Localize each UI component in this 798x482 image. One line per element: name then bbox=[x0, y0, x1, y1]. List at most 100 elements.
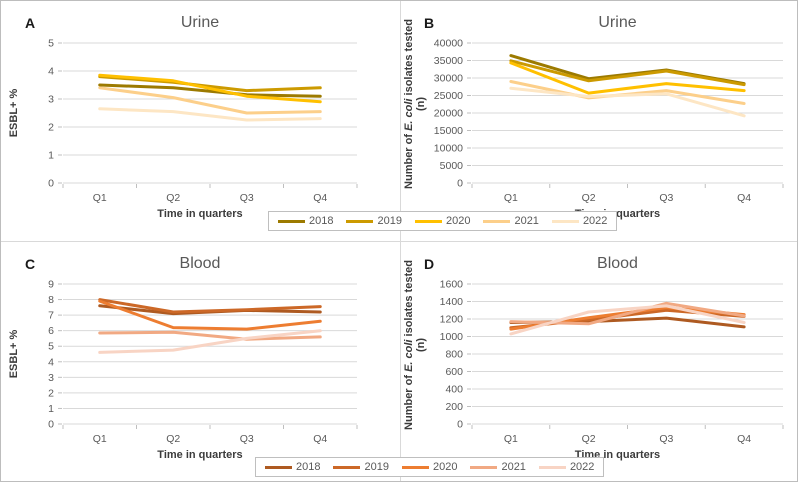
y-tick-label: 3 bbox=[48, 372, 54, 384]
y-tick-label: 15000 bbox=[434, 125, 463, 137]
y-tick-label: 2 bbox=[48, 387, 54, 399]
y-tick-label: 200 bbox=[445, 401, 463, 413]
x-category-label: Q1 bbox=[93, 192, 107, 204]
legend-label: 2022 bbox=[569, 460, 595, 473]
panel-title: Blood bbox=[597, 255, 638, 272]
y-tick-label: 4 bbox=[48, 66, 54, 78]
x-category-label: Q2 bbox=[166, 433, 180, 445]
legend-item-2022: 2022 bbox=[551, 214, 608, 227]
legend-item-2019: 2019 bbox=[346, 214, 402, 227]
y-tick-label: 3 bbox=[48, 94, 54, 106]
legend-item-2018: 2018 bbox=[265, 460, 321, 473]
legend-line-swatch bbox=[414, 219, 442, 223]
legend-label: 2019 bbox=[377, 214, 402, 227]
y-tick-label: 1400 bbox=[440, 296, 464, 308]
x-category-label: Q4 bbox=[737, 433, 751, 445]
y-tick-label: 8 bbox=[48, 294, 54, 306]
series-line-2022 bbox=[98, 107, 322, 122]
series-line-2021 bbox=[98, 330, 322, 341]
y-tick-label: 400 bbox=[445, 384, 463, 396]
x-category-label: Q2 bbox=[166, 192, 180, 204]
y-tick-label: 10000 bbox=[434, 143, 463, 155]
legend-label: 2020 bbox=[445, 214, 471, 227]
x-category-label: Q4 bbox=[313, 433, 327, 445]
x-category-label: Q4 bbox=[737, 192, 751, 204]
legend-item-2021: 2021 bbox=[483, 214, 539, 227]
series-line-2022 bbox=[509, 304, 746, 336]
y-tick-label: 1200 bbox=[440, 314, 464, 326]
legend-item-2020: 2020 bbox=[401, 460, 458, 473]
x-category-label: Q1 bbox=[93, 433, 107, 445]
panel-title: Blood bbox=[180, 255, 221, 272]
legend-item-2022: 2022 bbox=[538, 460, 595, 473]
x-category-label: Q3 bbox=[659, 192, 673, 204]
x-category-label: Q3 bbox=[240, 192, 254, 204]
series-line-2020 bbox=[98, 299, 322, 331]
y-tick-label: 4 bbox=[48, 356, 54, 368]
y-tick-label: 40000 bbox=[434, 38, 463, 50]
series-line-2022 bbox=[509, 86, 746, 118]
y-tick-label: 35000 bbox=[434, 55, 463, 67]
y-tick-label: 800 bbox=[445, 349, 463, 361]
y-tick-label: 1600 bbox=[440, 279, 464, 291]
panel-letter: C bbox=[25, 256, 35, 272]
y-tick-label: 25000 bbox=[434, 90, 463, 102]
x-axis-title: Time in quarters bbox=[157, 208, 242, 220]
x-category-label: Q1 bbox=[504, 192, 518, 204]
x-category-label: Q1 bbox=[504, 433, 518, 445]
series-line-2020 bbox=[98, 73, 322, 104]
legend-line-swatch bbox=[278, 219, 305, 223]
y-tick-label: 0 bbox=[48, 419, 54, 431]
panel-c-blood-esbl-percent-chart: 0 1 2 3 4 5 6 7 8 9 Q1 Q2 Q3 Q4 C Blood Time in quarters… bbox=[8, 255, 358, 461]
legend-blood-years: 2018 2019 2020 2021 2022 bbox=[255, 457, 605, 477]
x-category-label: Q4 bbox=[313, 192, 327, 204]
y-axis-title: (n) bbox=[415, 97, 427, 111]
legend-label: 2022 bbox=[582, 214, 608, 227]
legend-line-swatch bbox=[346, 219, 374, 223]
y-tick-label: 2 bbox=[48, 122, 54, 134]
y-axis-title: Number of E. coli isolates tested bbox=[403, 260, 415, 430]
series-line-2020 bbox=[509, 61, 746, 95]
y-tick-label: 7 bbox=[48, 310, 54, 322]
legend-label: 2021 bbox=[514, 214, 539, 227]
y-tick-label: 6 bbox=[48, 325, 54, 337]
legend-label: 2020 bbox=[432, 460, 458, 473]
legend-item-2019: 2019 bbox=[333, 460, 389, 473]
legend-line-swatch bbox=[538, 465, 566, 469]
series-line-2022 bbox=[98, 329, 322, 354]
legend-line-swatch bbox=[470, 465, 498, 469]
y-tick-label: 0 bbox=[457, 178, 463, 190]
y-axis-title: Number of E. coli isolates tested bbox=[403, 19, 415, 189]
panel-divider-horizontal bbox=[1, 241, 797, 242]
y-tick-label: 30000 bbox=[434, 73, 463, 85]
legend-label: 2018 bbox=[296, 460, 321, 473]
legend-line-swatch bbox=[401, 465, 429, 469]
y-tick-label: 9 bbox=[48, 279, 54, 291]
legend-urine-years: 2018 2019 2020 2021 2022 bbox=[268, 211, 618, 231]
panel-letter: D bbox=[424, 256, 434, 272]
legend-line-swatch bbox=[333, 465, 361, 469]
y-axis-title: ESBL+ % bbox=[8, 88, 20, 137]
series-line-2018 bbox=[98, 83, 322, 98]
y-tick-label: 5 bbox=[48, 38, 54, 50]
y-tick-label: 5 bbox=[48, 341, 54, 353]
legend-line-swatch bbox=[265, 465, 292, 469]
legend-item-2020: 2020 bbox=[414, 214, 471, 227]
legend-label: 2021 bbox=[501, 460, 526, 473]
y-tick-label: 1000 bbox=[440, 331, 464, 343]
panel-letter: A bbox=[25, 15, 35, 31]
y-tick-label: 1 bbox=[48, 403, 54, 415]
panel-d-blood-isolates-chart: 0 200 400 600 800 1000 1200 1400 1600 Q1 Q2 Q3 Q4 D Bl… bbox=[403, 255, 784, 461]
y-tick-label: 0 bbox=[457, 419, 463, 431]
legend-label: 2019 bbox=[364, 460, 389, 473]
series-line-2019 bbox=[509, 59, 746, 87]
y-tick-label: 600 bbox=[445, 366, 463, 378]
y-axis-title: (n) bbox=[415, 338, 427, 352]
y-axis-title: ESBL+ % bbox=[8, 329, 20, 378]
x-category-label: Q2 bbox=[582, 433, 596, 445]
x-category-label: Q3 bbox=[240, 433, 254, 445]
series-line-2019 bbox=[98, 298, 322, 314]
x-category-label: Q2 bbox=[582, 192, 596, 204]
y-tick-label: 1 bbox=[48, 150, 54, 162]
